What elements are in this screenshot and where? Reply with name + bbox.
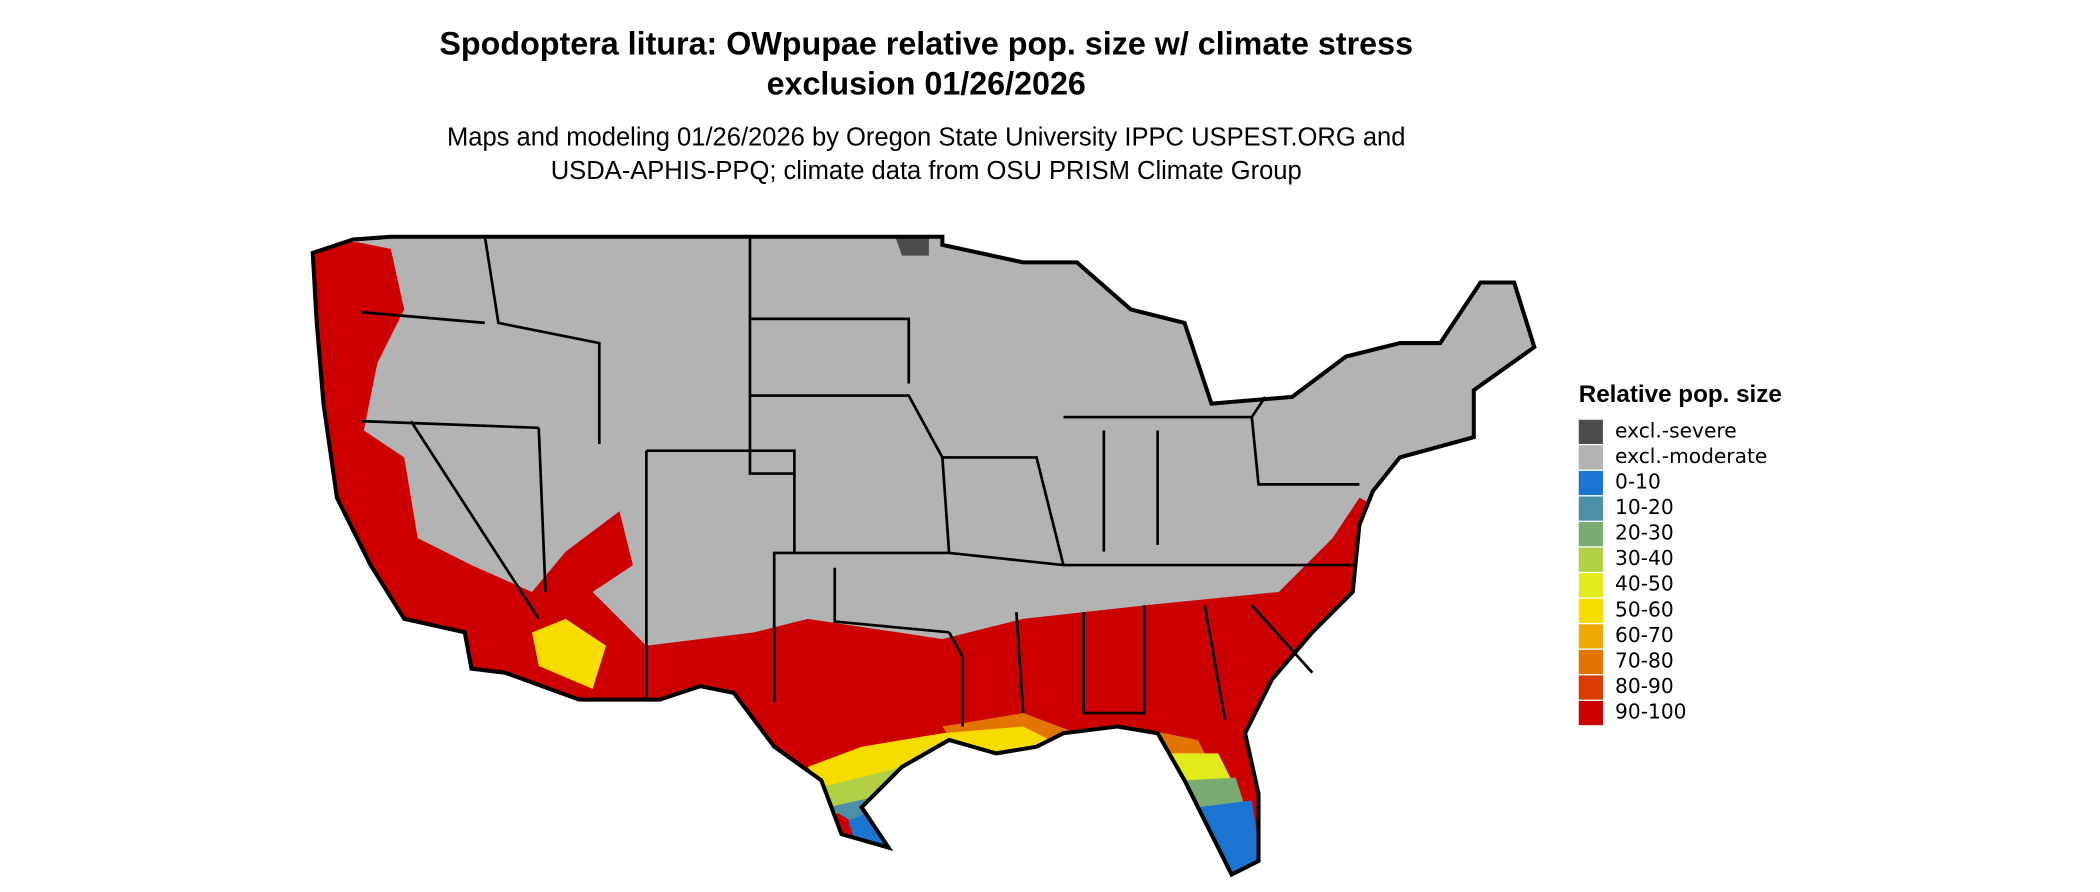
legend-label: 90-100 bbox=[1615, 700, 1686, 724]
legend-label: 30-40 bbox=[1615, 546, 1674, 570]
map bbox=[312, 236, 1535, 875]
legend-swatch bbox=[1578, 496, 1603, 521]
legend-swatch bbox=[1578, 547, 1603, 572]
legend-title: Relative pop. size bbox=[1579, 381, 1782, 408]
state-borders bbox=[361, 236, 1360, 727]
legend-label: excl.-moderate bbox=[1615, 444, 1767, 468]
title: Spodoptera litura: OWpupae relative pop.… bbox=[439, 25, 1413, 61]
legend-label: 70-80 bbox=[1615, 648, 1674, 672]
legend-swatch bbox=[1578, 675, 1603, 700]
legend-swatch bbox=[1578, 470, 1603, 496]
legend-label: 60-70 bbox=[1615, 623, 1674, 647]
legend-swatch bbox=[1578, 419, 1603, 444]
legend-swatch bbox=[1578, 700, 1603, 726]
legend-label: 40-50 bbox=[1615, 572, 1674, 596]
legend-swatch bbox=[1578, 649, 1603, 675]
legend-label: 80-90 bbox=[1615, 674, 1674, 698]
legend-swatch bbox=[1578, 445, 1603, 470]
title: exclusion 01/26/2026 bbox=[767, 66, 1086, 102]
legend-label: 20-30 bbox=[1615, 521, 1674, 545]
legend-swatch bbox=[1578, 624, 1603, 649]
region bbox=[895, 236, 929, 256]
region bbox=[532, 618, 607, 689]
legend: excl.-severeexcl.-moderate0-1010-2020-30… bbox=[1578, 418, 1767, 726]
subtitle: Maps and modeling 01/26/2026 by Oregon S… bbox=[447, 123, 1406, 151]
legend-label: 0-10 bbox=[1615, 469, 1661, 493]
legend-swatch bbox=[1578, 573, 1603, 598]
region bbox=[1171, 753, 1232, 788]
legend-swatch bbox=[1578, 522, 1603, 547]
legend-swatch bbox=[1578, 598, 1603, 623]
legend-label: 10-20 bbox=[1615, 495, 1674, 519]
subtitle: USDA-APHIS-PPQ; climate data from OSU PR… bbox=[551, 157, 1302, 185]
region bbox=[312, 236, 1535, 875]
legend-label: excl.-severe bbox=[1615, 418, 1737, 442]
legend-label: 50-60 bbox=[1615, 597, 1674, 621]
